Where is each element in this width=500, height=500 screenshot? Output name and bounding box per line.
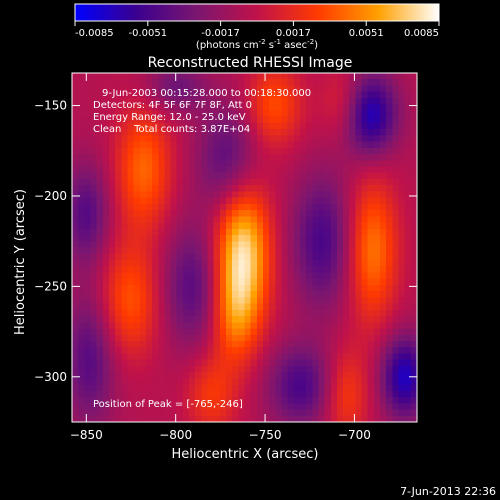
- x-tick-label: −700: [338, 428, 371, 442]
- colorbar-tick-label: 0.0051: [349, 28, 384, 39]
- colorbar-tick-label: 0.0085: [404, 28, 439, 39]
- x-axis-ticks: −850 −800 −750 −700: [70, 73, 371, 442]
- info-line-energy: Energy Range: 12.0 - 25.0 keV: [93, 112, 246, 123]
- chart-title: Reconstructed RHESSI Image: [148, 55, 353, 71]
- colorbar-tick-label: -0.0051: [128, 28, 167, 39]
- x-tick-label: −850: [70, 428, 103, 442]
- colorbar-ticks: -0.0085 -0.0051 -0.0017 0.0017 0.0051 0.0085: [74, 21, 440, 39]
- info-line-clean: Clean Total counts: 3.87E+04: [93, 124, 250, 135]
- colorbar-unit-label: (photons cm-2 s-1 asec-2): [196, 38, 318, 51]
- x-tick-label: −750: [249, 428, 282, 442]
- x-tick-label: −800: [159, 428, 192, 442]
- y-tick-label: −150: [34, 99, 67, 113]
- info-line-detectors: Detectors: 4F 5F 6F 7F 8F, Att 0: [93, 100, 252, 111]
- colorbar: [74, 3, 440, 22]
- colorbar-tick-label: -0.0017: [201, 28, 240, 39]
- info-annotations: 9-Jun-2003 00:15:28.000 to 00:18:30.000 …: [93, 88, 311, 135]
- colorbar-tick-label: 0.0017: [276, 28, 311, 39]
- heatmap-image: [72, 73, 417, 422]
- x-axis-label: Heliocentric X (arcsec): [172, 447, 319, 462]
- y-tick-label: −300: [34, 370, 67, 384]
- colorbar-tick-label: -0.0085: [75, 28, 114, 39]
- y-tick-label: −250: [34, 279, 67, 293]
- y-axis-label: Heliocentric Y (arcsec): [13, 189, 28, 335]
- heatmap-raster: [72, 73, 417, 422]
- plot-frame: [71, 72, 418, 423]
- y-axis-ticks: −300 −250 −200 −150: [34, 99, 417, 384]
- peak-position-label: Position of Peak = [-765,-246]: [93, 399, 243, 410]
- info-line-time: 9-Jun-2003 00:15:28.000 to 00:18:30.000: [102, 88, 311, 99]
- footer-date: 7-Jun-2013 22:36: [400, 485, 496, 498]
- y-tick-label: −200: [34, 189, 67, 203]
